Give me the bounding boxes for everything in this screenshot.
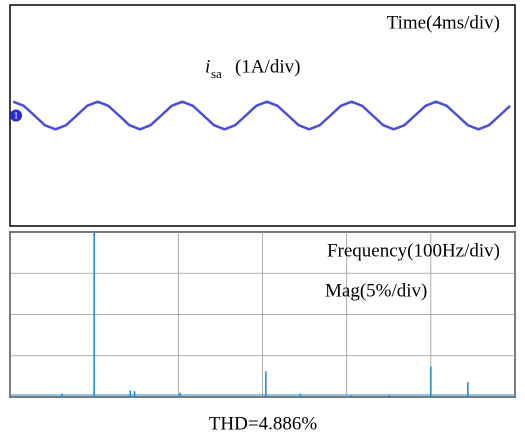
mag-scale: Mag(5%/div) [325, 280, 427, 301]
thd-caption: THD=4.886% [209, 413, 318, 434]
time-scale: Time(4ms/div) [387, 12, 500, 33]
time-panel [9, 4, 516, 227]
channel-label: 1 [14, 111, 19, 121]
frequency-scale: Frequency(100Hz/div) [327, 240, 500, 261]
waveform [12, 100, 511, 131]
signal-scale: (1A/div) [235, 56, 300, 77]
signal-subscript: sa [211, 66, 222, 81]
channel-marker [10, 109, 22, 122]
signal-name: i [205, 56, 210, 77]
